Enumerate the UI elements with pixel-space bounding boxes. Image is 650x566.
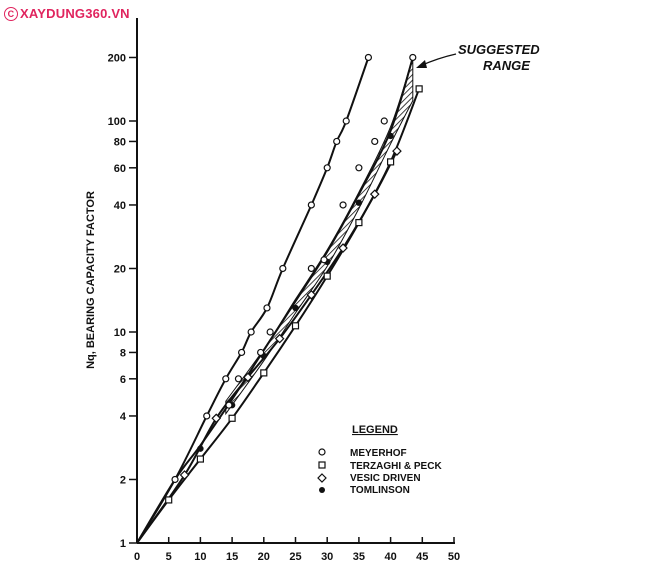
legend-entry-terzaghi: TERZAGHI & PECK <box>318 461 442 472</box>
y-tick-label-1: 1 <box>120 538 126 550</box>
x-tick-label-10: 10 <box>194 551 206 563</box>
range-band-fill <box>225 57 414 416</box>
x-tick-label-45: 45 <box>416 551 428 563</box>
x-tick-label-15: 15 <box>226 551 238 563</box>
point-square-open-1-6 <box>355 218 363 227</box>
point-diamond-open-2-3 <box>274 333 285 344</box>
point-diamond-open-2-0 <box>179 470 190 480</box>
point-circle-open-0-5 <box>263 304 271 312</box>
point-circle-filled-3-5 <box>355 199 363 206</box>
y-tick-label-80: 80 <box>114 136 126 148</box>
legend-entry-tomlinson: TOMLINSON <box>319 485 410 496</box>
legend-label-vesic: VESIC DRIVEN <box>350 473 421 484</box>
point-circle-filled-3-3 <box>292 304 299 312</box>
point-circle-open-0-9 <box>333 137 341 146</box>
legend-marker-circle-filled <box>319 487 325 493</box>
suggested-range-annotation: SUGGESTED RANGE <box>416 42 540 73</box>
curve-3 <box>136 57 414 544</box>
legend-title: LEGEND <box>352 424 398 436</box>
point-circle-open-4-4 <box>307 264 315 273</box>
annotation-line2: RANGE <box>483 58 530 73</box>
annotation-line1: SUGGESTED <box>458 42 540 57</box>
point-square-open-1-2 <box>228 414 236 422</box>
y-axis-label: Nq, BEARING CAPACITY FACTOR <box>85 191 97 369</box>
y-tick-label-4: 4 <box>120 411 127 423</box>
point-square-open-1-5 <box>323 272 331 280</box>
point-square-open-1-1 <box>196 455 204 463</box>
suggested-range-band <box>225 57 414 416</box>
x-tick-label-40: 40 <box>384 551 396 563</box>
legend-label-tomlinson: TOMLINSON <box>350 485 410 496</box>
legend-entry-vesic: VESIC DRIVEN <box>317 473 421 484</box>
point-diamond-open-2-5 <box>338 243 348 253</box>
y-tick-label-10: 10 <box>114 327 126 339</box>
x-tick-label-5: 5 <box>166 551 172 563</box>
point-circle-open-4-5 <box>320 256 328 264</box>
x-tick-label-25: 25 <box>289 551 301 563</box>
legend-label-terzaghi: TERZAGHI & PECK <box>350 461 442 472</box>
point-diamond-open-2-1 <box>211 413 222 424</box>
point-circle-open-0-6 <box>279 264 287 273</box>
point-circle-filled-3-0 <box>197 445 204 452</box>
point-square-open-1-3 <box>260 369 268 377</box>
point-circle-open-4-8 <box>371 137 379 146</box>
annotation-arrowhead <box>416 60 427 68</box>
point-diamond-open-2-6 <box>369 189 380 200</box>
point-diamond-open-2-2 <box>243 372 253 383</box>
y-tick-label-40: 40 <box>114 200 126 212</box>
point-square-open-1-4 <box>291 322 300 330</box>
point-circle-open-4-3 <box>266 328 274 336</box>
point-square-open-1-7 <box>387 158 395 166</box>
point-circle-open-0-7 <box>307 201 315 209</box>
point-circle-open-4-1 <box>234 375 243 383</box>
legend: LEGEND MEYERHOF TERZAGHI & PECK VESIC DR… <box>317 424 442 496</box>
legend-marker-diamond-open <box>317 473 327 483</box>
point-circle-open-4-6 <box>339 201 347 209</box>
watermark-text: XAYDUNG360.VN <box>20 6 130 21</box>
y-tick-label-2: 2 <box>120 474 126 486</box>
point-circle-open-4-10 <box>409 53 417 62</box>
ticks: 0 5 10 15 20 25 30 35 40 45 50 1 2 4 6 8 10 20 40 60 80 100 20… <box>108 52 460 563</box>
x-tick-label-35: 35 <box>353 551 365 563</box>
point-circle-open-0-0 <box>171 475 179 484</box>
y-tick-label-8: 8 <box>120 347 126 359</box>
point-diamond-open-2-4 <box>306 289 317 300</box>
x-tick-label-50: 50 <box>448 551 460 563</box>
point-circle-filled-3-6 <box>387 132 394 140</box>
legend-marker-circle-open <box>318 448 326 456</box>
point-circle-open-0-10 <box>342 117 350 125</box>
y-tick-label-100: 100 <box>108 116 126 128</box>
x-tick-label-0: 0 <box>134 551 140 563</box>
y-tick-label-200: 200 <box>108 52 126 64</box>
point-square-open-1-8 <box>415 85 423 93</box>
point-square-open-1-0 <box>165 496 173 504</box>
legend-marker-square-open <box>318 461 326 469</box>
point-circle-open-4-7 <box>355 164 363 172</box>
legend-label-meyerhof: MEYERHOF <box>350 448 407 459</box>
point-circle-open-0-2 <box>222 375 230 383</box>
data-points <box>165 53 423 504</box>
point-circle-open-4-9 <box>380 117 388 125</box>
y-tick-label-6: 6 <box>120 374 126 386</box>
legend-entry-meyerhof: MEYERHOF <box>318 448 407 459</box>
point-circle-open-0-4 <box>247 328 255 336</box>
point-circle-open-0-1 <box>203 412 211 420</box>
y-tick-label-60: 60 <box>114 163 126 175</box>
x-tick-label-30: 30 <box>321 551 333 563</box>
copyright-icon: C <box>4 7 18 21</box>
y-tick-label-20: 20 <box>114 263 126 275</box>
point-diamond-open-2-7 <box>392 146 402 156</box>
x-tick-label-20: 20 <box>258 551 270 563</box>
point-circle-open-0-3 <box>238 348 246 357</box>
curve-0 <box>136 57 370 544</box>
point-circle-open-4-0 <box>225 401 233 409</box>
point-circle-open-4-2 <box>257 348 265 357</box>
point-circle-open-0-8 <box>323 164 331 172</box>
watermark: C XAYDUNG360.VN <box>4 6 130 21</box>
point-circle-open-0-11 <box>364 53 373 62</box>
